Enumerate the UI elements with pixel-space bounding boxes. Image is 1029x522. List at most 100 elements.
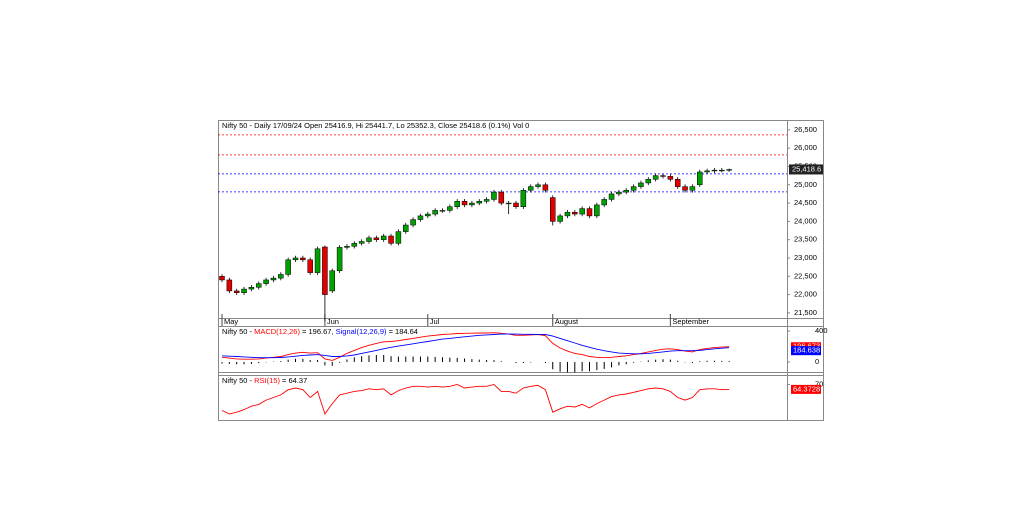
candle-body xyxy=(586,208,593,217)
candle-body xyxy=(527,186,534,191)
candle-body xyxy=(520,190,527,207)
candle-body xyxy=(248,287,255,290)
candle-body xyxy=(373,237,380,240)
candle-body xyxy=(689,186,696,191)
candle-body xyxy=(241,288,247,293)
legend-name: RSI(15) xyxy=(252,376,280,385)
x-tick-label: August xyxy=(555,317,579,326)
y-tick-label: 26,500 xyxy=(794,125,817,134)
x-tick-label: Jul xyxy=(430,317,440,326)
candle-body xyxy=(432,210,438,215)
candle-body xyxy=(344,246,350,248)
y-tick-label: 26,000 xyxy=(794,143,817,152)
candle-body xyxy=(307,259,313,273)
candle-body xyxy=(579,208,585,215)
series-line xyxy=(221,384,730,415)
x-tick-label: Jun xyxy=(327,317,339,326)
frame xyxy=(218,120,824,421)
legend-value: = 196.67, xyxy=(300,327,334,336)
candle-body xyxy=(652,175,659,180)
candle-body xyxy=(542,184,549,191)
x-tick-label: September xyxy=(672,317,709,326)
candle-body xyxy=(447,206,453,211)
candle-body xyxy=(505,202,512,205)
legend: Nifty 50 - MACD(12,26) = 196.67, Signal(… xyxy=(222,327,418,336)
candle-body xyxy=(711,169,718,172)
candle-body xyxy=(410,219,416,226)
legend-name: Signal(12,26,9) xyxy=(334,327,387,336)
y-tick-label: 24,000 xyxy=(794,216,817,225)
legend-name: MACD(12,26) xyxy=(252,327,300,336)
candle-body xyxy=(682,186,688,191)
y-tick-label: 25,000 xyxy=(794,180,817,189)
candle-body xyxy=(476,200,482,204)
candle-body xyxy=(256,283,262,288)
candle-body xyxy=(608,193,615,200)
candle-body xyxy=(439,210,446,212)
candle-body xyxy=(557,215,563,222)
candle-body xyxy=(417,215,424,220)
candle-body xyxy=(425,213,431,217)
candle-body xyxy=(564,211,571,217)
candle-body xyxy=(388,235,394,244)
chart-title: Nifty 50 - Daily 17/09/24 Open 25416.9, … xyxy=(222,121,529,130)
candle-body xyxy=(719,169,725,172)
candle-body xyxy=(616,191,622,195)
candle-body xyxy=(645,179,652,184)
legend: Nifty 50 - RSI(15) = 64.37 xyxy=(222,376,307,385)
candle-body xyxy=(483,199,490,202)
candle-body xyxy=(550,197,556,222)
candle-body xyxy=(270,277,277,281)
value-box-label: 184.638 xyxy=(793,346,820,355)
candle-body xyxy=(594,204,600,217)
candle-body xyxy=(726,169,732,171)
y-tick-label: 22,500 xyxy=(794,271,817,280)
candle-body xyxy=(535,184,541,187)
legend-label: Nifty 50 - xyxy=(222,376,253,385)
candle-body xyxy=(601,199,607,206)
candle-body xyxy=(697,171,703,186)
y-tick-label: 400 xyxy=(815,326,828,335)
series-line xyxy=(221,333,730,359)
last-price-box xyxy=(789,164,823,175)
candle-body xyxy=(638,182,644,187)
candle-body xyxy=(358,241,365,244)
y-tick-label: 23,500 xyxy=(794,235,817,244)
candle-body xyxy=(667,176,674,180)
candle-body xyxy=(403,224,409,232)
candle-body xyxy=(314,248,321,273)
candle-body xyxy=(660,175,666,177)
candle-body xyxy=(300,257,306,261)
candle-body xyxy=(351,243,358,247)
value-box xyxy=(791,346,821,356)
legend-value: = 64.37 xyxy=(280,376,307,385)
candle-body xyxy=(454,200,460,207)
x-tick-label: May xyxy=(224,317,238,326)
last-price-label: 25,418.6 xyxy=(792,164,821,173)
y-tick-label: 23,000 xyxy=(794,253,817,262)
series-line xyxy=(221,332,730,361)
candle-body xyxy=(285,259,291,275)
candle-body xyxy=(336,247,343,272)
y-tick-label: 22,000 xyxy=(794,290,817,299)
candle-body xyxy=(366,237,372,242)
candle-body xyxy=(233,290,240,293)
y-tick-label: 0 xyxy=(815,357,819,366)
candle-body xyxy=(513,202,519,207)
candle-body xyxy=(674,179,681,187)
candle-body xyxy=(329,270,335,292)
legend-value: = 184.64 xyxy=(386,327,418,336)
candle-body xyxy=(219,276,225,281)
candle-body xyxy=(469,202,475,206)
y-tick-label: 70 xyxy=(815,380,823,389)
candle-body xyxy=(491,191,497,200)
candle-body xyxy=(263,279,269,284)
candle-body xyxy=(461,200,468,206)
candle-body xyxy=(704,170,710,173)
candle-body xyxy=(322,246,328,295)
candle-body xyxy=(630,186,637,191)
candle-body xyxy=(278,274,284,279)
y-tick-label: 21,500 xyxy=(794,308,817,317)
candle-body xyxy=(498,191,505,204)
